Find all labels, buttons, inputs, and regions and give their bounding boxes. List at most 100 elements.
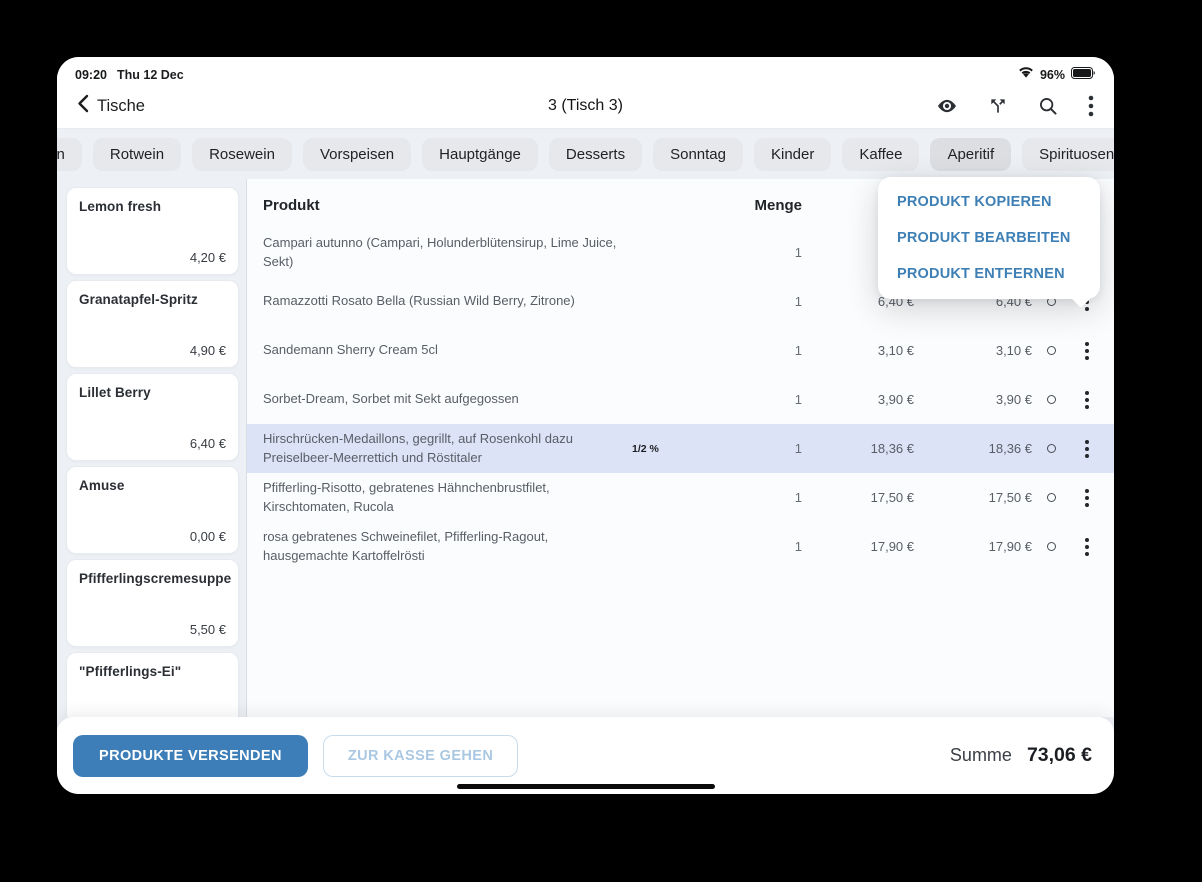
row-qty: 1 (794, 294, 802, 309)
go-to-checkout-button[interactable]: ZUR KASSE GEHEN (322, 734, 519, 777)
menu-item-remove-product[interactable]: PRODUKT ENTFERNEN (897, 266, 1065, 282)
product-card[interactable]: Lemon fresh 4,20 € (66, 187, 239, 275)
course-ring-icon (1046, 346, 1056, 355)
row-total: 17,90 € (988, 539, 1032, 554)
status-bar: 09:20 Thu 12 Dec 96% (57, 57, 1114, 84)
chevron-left-icon (77, 94, 89, 118)
row-total: 17,50 € (988, 490, 1032, 505)
row-product: Sandemann Sherry Cream 5cl (263, 342, 438, 358)
row-price: 3,90 € (877, 392, 914, 407)
table-row[interactable]: Campari autunno (Campari, Holunderblüten… (247, 228, 1114, 277)
menu-item-edit-product[interactable]: PRODUKT BEARBEITEN (897, 230, 1071, 246)
overflow-menu-icon[interactable] (1088, 95, 1094, 117)
product-card[interactable]: "Pfifferlings-Ei" (66, 652, 239, 717)
product-card-name: "Pfifferlings-Ei" (79, 664, 182, 679)
product-card[interactable]: Granatapfel-Spritz 4,90 € (66, 280, 239, 368)
tablet-screen: 09:20 Thu 12 Dec 96% Tische 3 (Tisch 3) (57, 57, 1114, 794)
course-ring-icon (1046, 395, 1056, 404)
product-card-name: Pfifferlingscremesuppe (79, 571, 232, 586)
tab-aperitif[interactable]: Aperitif (930, 138, 1012, 171)
eye-icon[interactable] (936, 95, 958, 117)
course-ring-icon (1046, 444, 1056, 453)
table-row[interactable]: Pfifferling-Risotto, gebratenes Hähnchen… (247, 473, 1114, 522)
row-total: 3,90 € (995, 392, 1032, 407)
course-ring-icon (1046, 542, 1056, 551)
table-row[interactable]: Sandemann Sherry Cream 5cl 1 3,10 € 3,10… (247, 326, 1114, 375)
product-card-price: 0,00 € (189, 529, 226, 544)
product-card-price: 4,20 € (189, 250, 226, 265)
search-icon[interactable] (1038, 96, 1058, 116)
tab-desserts[interactable]: Desserts (548, 138, 643, 171)
tab-rotwein[interactable]: Rotwein (92, 138, 182, 171)
tab-rosewein[interactable]: Rosewein (192, 138, 292, 171)
wifi-icon (1018, 67, 1034, 82)
back-button[interactable]: Tische (77, 94, 145, 118)
home-indicator[interactable] (456, 784, 715, 789)
back-label: Tische (97, 96, 145, 115)
product-card-price: 4,90 € (189, 343, 226, 358)
course-ring-icon (1046, 493, 1056, 502)
tab-wein[interactable]: wein (57, 138, 82, 171)
product-card[interactable]: Pfifferlingscremesuppe 5,50 € (66, 559, 239, 647)
tab-hauptgaenge[interactable]: Hauptgänge (422, 138, 538, 171)
sum-value: 73,06 € (1026, 744, 1092, 766)
column-header-qty: Menge (754, 197, 802, 214)
row-product: Ramazzotti Rosato Bella (Russian Wild Be… (263, 293, 575, 309)
tab-vorspeisen[interactable]: Vorspeisen (302, 138, 412, 171)
row-price: 17,50 € (870, 490, 914, 505)
table-row[interactable]: rosa gebratenes Schweinefilet, Pfifferli… (247, 522, 1114, 571)
category-tab-bar: wein Rotwein Rosewein Vorspeisen Hauptgä… (57, 129, 1114, 179)
row-menu-icon[interactable] (1070, 390, 1104, 409)
row-qty: 1 (794, 441, 802, 456)
split-icon[interactable] (988, 96, 1008, 116)
row-context-menu: PRODUKT KOPIEREN PRODUKT BEARBEITEN PROD… (878, 177, 1100, 308)
row-qty: 1 (794, 539, 802, 554)
row-menu-icon[interactable] (1070, 341, 1104, 360)
tab-spirituosen[interactable]: Spirituosen (1022, 138, 1114, 171)
row-product: Hirschrücken-Medaillons, gegrillt, auf R… (263, 431, 573, 465)
row-product: Pfifferling-Risotto, gebratenes Hähnchen… (263, 480, 550, 514)
row-total: 18,36 € (988, 441, 1032, 456)
row-discount-badge: 1/2 % (632, 442, 659, 455)
battery-icon (1071, 67, 1096, 82)
table-row[interactable]: Sorbet-Dream, Sorbet mit Sekt aufgegosse… (247, 375, 1114, 424)
content-area: wein Rotwein Rosewein Vorspeisen Hauptgä… (57, 129, 1114, 794)
status-date: Thu 12 Dec (116, 67, 184, 82)
row-menu-icon[interactable] (1070, 537, 1104, 556)
product-card[interactable]: Lillet Berry 6,40 € (66, 373, 239, 461)
send-products-button[interactable]: PRODUKTE VERSENDEN (73, 734, 308, 777)
product-card-name: Amuse (79, 478, 125, 493)
menu-item-copy-product[interactable]: PRODUKT KOPIEREN (897, 194, 1052, 210)
tab-sonntag[interactable]: Sonntag (653, 138, 743, 171)
tab-kinder[interactable]: Kinder (753, 138, 832, 171)
product-card-name: Granatapfel-Spritz (79, 292, 198, 307)
row-price: 3,10 € (877, 343, 914, 358)
product-card-price: 5,50 € (189, 622, 226, 637)
sum-label: Summe (949, 745, 1012, 765)
row-menu-icon[interactable] (1070, 439, 1104, 458)
table-header: Produkt Menge (247, 179, 1114, 228)
row-qty: 1 (794, 245, 802, 260)
row-product: Sorbet-Dream, Sorbet mit Sekt aufgegosse… (263, 391, 519, 407)
table-row-selected[interactable]: Hirschrücken-Medaillons, gegrillt, auf R… (247, 424, 1114, 473)
product-card[interactable]: Amuse 0,00 € (66, 466, 239, 554)
product-card-name: Lillet Berry (79, 385, 151, 400)
row-price: 17,90 € (870, 539, 914, 554)
product-card-price: 6,40 € (189, 436, 226, 451)
row-qty: 1 (794, 490, 802, 505)
column-header-product: Produkt (263, 197, 320, 214)
product-card-name: Lemon fresh (79, 199, 162, 214)
tab-kaffee[interactable]: Kaffee (842, 138, 920, 171)
row-qty: 1 (794, 392, 802, 407)
page-title: 3 (Tisch 3) (548, 97, 623, 114)
product-sidebar: Lemon fresh 4,20 € Granatapfel-Spritz 4,… (57, 179, 246, 717)
status-time: 09:20 (75, 67, 107, 82)
battery-percent: 96% (1039, 67, 1065, 82)
row-menu-icon[interactable] (1070, 488, 1104, 507)
nav-bar: Tische 3 (Tisch 3) (57, 84, 1114, 129)
row-price: 18,36 € (870, 441, 914, 456)
row-total: 3,10 € (995, 343, 1032, 358)
row-qty: 1 (794, 343, 802, 358)
row-product: rosa gebratenes Schweinefilet, Pfifferli… (263, 529, 549, 563)
row-product: Campari autunno (Campari, Holunderblüten… (263, 235, 617, 269)
